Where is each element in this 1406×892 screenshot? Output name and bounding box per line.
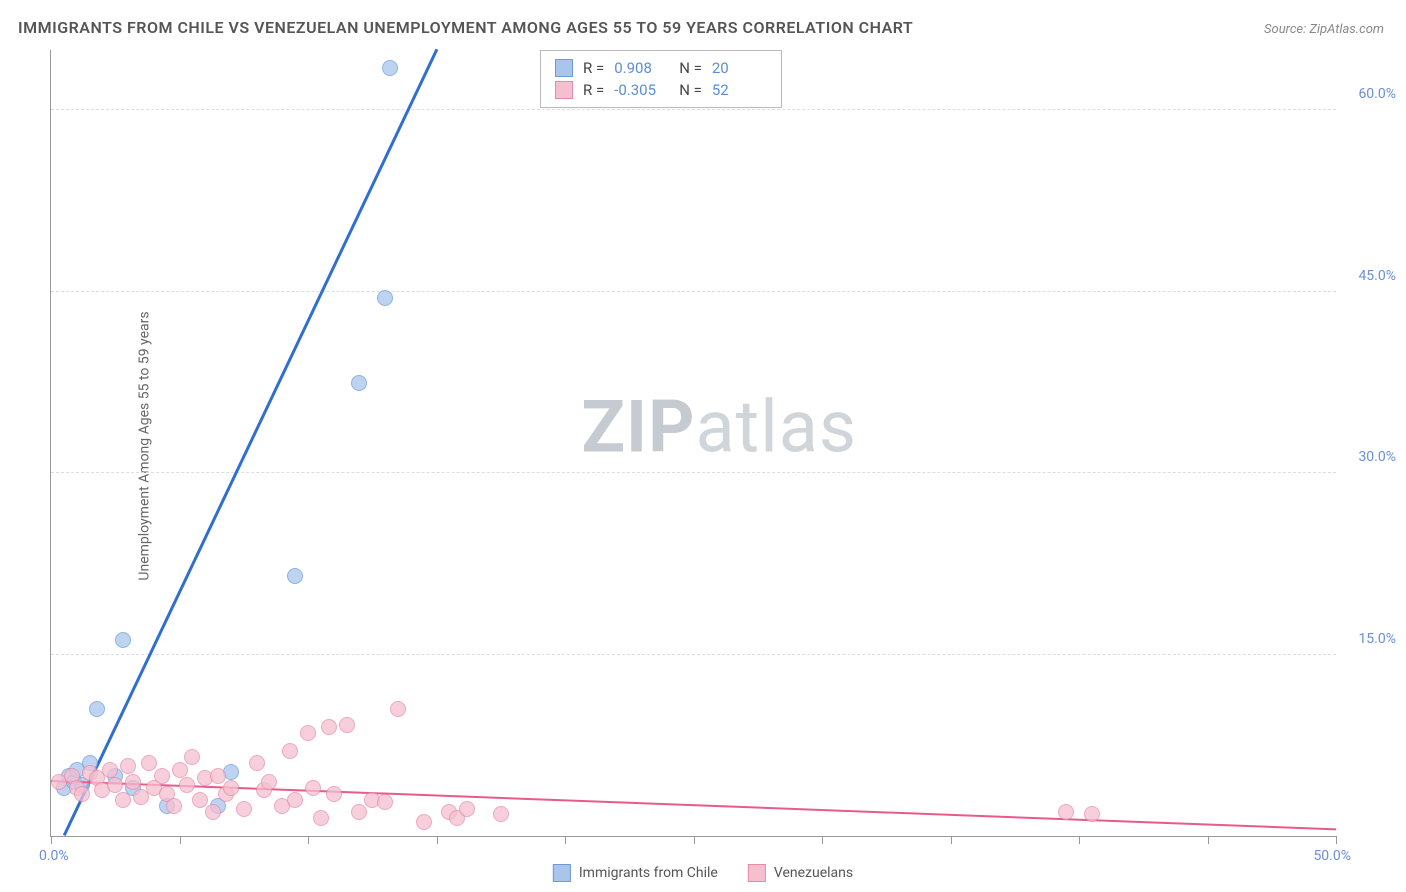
- y-tick-label: 30.0%: [1358, 449, 1396, 465]
- gridline: [51, 109, 1336, 110]
- data-point: [282, 743, 298, 759]
- data-point: [89, 701, 105, 717]
- data-point: [300, 725, 316, 741]
- data-point: [223, 780, 239, 796]
- r-value-venezuela: -0.305: [614, 81, 669, 99]
- data-point: [1084, 806, 1100, 822]
- data-point: [351, 804, 367, 820]
- data-point: [184, 749, 200, 765]
- r-value-chile: 0.908: [614, 59, 669, 77]
- x-tick-label: 50.0%: [1313, 848, 1351, 864]
- x-tick-label: 0.0%: [39, 848, 69, 864]
- bottom-legend: Immigrants from Chile Venezuelans: [553, 864, 853, 882]
- data-point: [120, 758, 136, 774]
- data-point: [205, 804, 221, 820]
- watermark-rest: atlas: [695, 385, 857, 470]
- legend-item: Immigrants from Chile: [553, 864, 718, 882]
- data-point: [382, 60, 398, 76]
- legend-swatch-chile: [555, 59, 573, 77]
- data-point: [390, 701, 406, 717]
- data-point: [102, 762, 118, 778]
- x-tick: [437, 836, 438, 844]
- x-tick: [308, 836, 309, 844]
- gridline: [51, 291, 1336, 292]
- legend-row-venezuela: R = -0.305 N = 52: [555, 79, 767, 101]
- x-tick: [180, 836, 181, 844]
- data-point: [321, 719, 337, 735]
- data-point: [313, 810, 329, 826]
- data-point: [166, 798, 182, 814]
- gridline: [51, 472, 1336, 473]
- n-label: N =: [679, 59, 702, 77]
- data-point: [192, 792, 208, 808]
- y-tick-label: 15.0%: [1358, 631, 1396, 647]
- data-point: [305, 780, 321, 796]
- data-point: [377, 290, 393, 306]
- data-point: [172, 762, 188, 778]
- x-tick: [1336, 836, 1337, 844]
- data-point: [154, 768, 170, 784]
- y-tick-label: 45.0%: [1358, 268, 1396, 284]
- data-point: [287, 568, 303, 584]
- chart-title: IMMIGRANTS FROM CHILE VS VENEZUELAN UNEM…: [18, 18, 913, 37]
- data-point: [326, 786, 342, 802]
- legend-swatch: [748, 864, 766, 882]
- data-point: [210, 768, 226, 784]
- x-tick: [1079, 836, 1080, 844]
- plot-area: ZIPatlas 15.0%30.0%45.0%60.0%0.0%50.0%: [50, 50, 1336, 837]
- correlation-legend: R = 0.908 N = 20 R = -0.305 N = 52: [540, 50, 782, 108]
- x-tick: [951, 836, 952, 844]
- x-tick: [1208, 836, 1209, 844]
- data-point: [249, 755, 265, 771]
- legend-swatch-venezuela: [555, 81, 573, 99]
- data-point: [179, 777, 195, 793]
- n-label: N =: [679, 81, 702, 99]
- legend-swatch: [553, 864, 571, 882]
- data-point: [261, 774, 277, 790]
- data-point: [1058, 804, 1074, 820]
- data-point: [141, 755, 157, 771]
- gridline: [51, 654, 1336, 655]
- legend-item: Venezuelans: [748, 864, 853, 882]
- chart-container: IMMIGRANTS FROM CHILE VS VENEZUELAN UNEM…: [0, 0, 1406, 892]
- watermark-bold: ZIP: [581, 385, 695, 470]
- r-label: R =: [583, 59, 604, 77]
- data-point: [115, 632, 131, 648]
- n-value-chile: 20: [712, 59, 767, 77]
- source-attribution: Source: ZipAtlas.com: [1264, 22, 1384, 37]
- data-point: [236, 801, 252, 817]
- watermark: ZIPatlas: [581, 385, 857, 470]
- data-point: [339, 717, 355, 733]
- legend-row-chile: R = 0.908 N = 20: [555, 57, 767, 79]
- x-tick: [565, 836, 566, 844]
- data-point: [74, 786, 90, 802]
- data-point: [416, 814, 432, 830]
- data-point: [493, 806, 509, 822]
- x-tick: [694, 836, 695, 844]
- n-value-venezuela: 52: [712, 81, 767, 99]
- x-tick: [51, 836, 52, 844]
- data-point: [287, 792, 303, 808]
- legend-label: Venezuelans: [774, 865, 853, 881]
- r-label: R =: [583, 81, 604, 99]
- trend-line-0: [63, 48, 438, 835]
- data-point: [377, 794, 393, 810]
- data-point: [459, 801, 475, 817]
- x-tick: [822, 836, 823, 844]
- data-point: [351, 375, 367, 391]
- data-point: [125, 774, 141, 790]
- data-point: [115, 792, 131, 808]
- y-tick-label: 60.0%: [1358, 86, 1396, 102]
- legend-label: Immigrants from Chile: [579, 865, 718, 881]
